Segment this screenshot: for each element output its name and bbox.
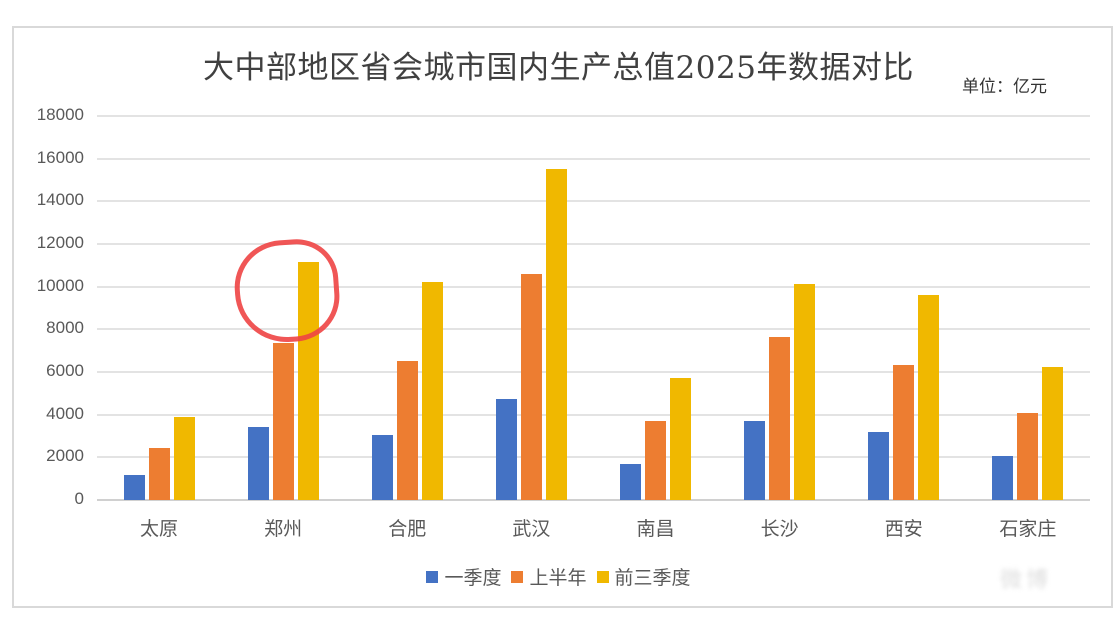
unit-label: 单位：亿元 [962, 77, 1047, 97]
y-tick-label: 16000 [36, 147, 84, 167]
bar [421, 281, 443, 500]
legend-item-q3: 前三季度 [596, 563, 691, 590]
gridline [97, 243, 1090, 245]
gridline [97, 200, 1090, 203]
x-category-label: 太原 [140, 518, 179, 540]
bar [148, 447, 170, 500]
legend-swatch-h1 [511, 570, 524, 583]
bar [371, 435, 393, 500]
bar [893, 364, 915, 500]
bar [918, 294, 940, 500]
gridline [97, 157, 1090, 160]
bar [794, 283, 816, 500]
legend-item-h1: 上半年 [511, 563, 587, 590]
bar [297, 261, 319, 500]
bar [992, 456, 1014, 500]
gridline [97, 371, 1090, 373]
bar [868, 431, 890, 500]
bar [620, 463, 642, 500]
bar [1042, 366, 1064, 500]
legend-item-q1: 一季度 [426, 563, 501, 590]
bar [123, 475, 145, 500]
bar [396, 360, 418, 500]
gridline [97, 413, 1090, 416]
y-tick-label: 12000 [36, 233, 84, 252]
x-category-label: 南昌 [636, 518, 675, 540]
bar [769, 337, 791, 500]
y-tick-label: 4000 [46, 403, 84, 423]
bar [520, 273, 542, 500]
legend-label-q3: 前三季度 [614, 567, 691, 589]
bar [545, 168, 567, 500]
bar [495, 398, 517, 500]
x-category-label: 西安 [884, 518, 923, 540]
gridline [97, 328, 1090, 331]
chart-title: 大中部地区省会城市国内生产总值2025年数据对比 [203, 50, 914, 86]
bar [247, 427, 269, 500]
x-category-label: 郑州 [264, 518, 303, 540]
y-tick-label: 6000 [46, 361, 84, 380]
bar [744, 420, 766, 500]
y-tick-label: 18000 [36, 105, 84, 124]
y-tick-label: 8000 [46, 318, 84, 338]
legend: 一季度 上半年 前三季度 [0, 563, 1117, 590]
bar [272, 342, 294, 500]
bar [173, 417, 195, 500]
x-category-label: 长沙 [760, 518, 799, 540]
y-tick-label: 10000 [36, 275, 84, 295]
y-tick-label: 14000 [36, 190, 84, 210]
bar [670, 377, 692, 500]
legend-swatch-q3 [596, 570, 609, 583]
x-category-label: 合肥 [388, 518, 427, 540]
legend-label-h1: 上半年 [529, 567, 587, 589]
bar [1017, 412, 1039, 500]
gridline [97, 456, 1090, 459]
gridline [97, 285, 1090, 288]
x-category-label: 武汉 [512, 518, 551, 540]
legend-label-q1: 一季度 [444, 567, 502, 589]
watermark: 微博 [999, 568, 1052, 593]
x-category-label: 石家庄 [999, 518, 1057, 540]
legend-swatch-q1 [426, 570, 439, 583]
gridline [97, 115, 1090, 117]
x-axis-line [97, 499, 1090, 501]
bar [645, 420, 667, 500]
y-tick-label: 2000 [46, 446, 84, 466]
y-tick-label: 0 [74, 489, 84, 508]
